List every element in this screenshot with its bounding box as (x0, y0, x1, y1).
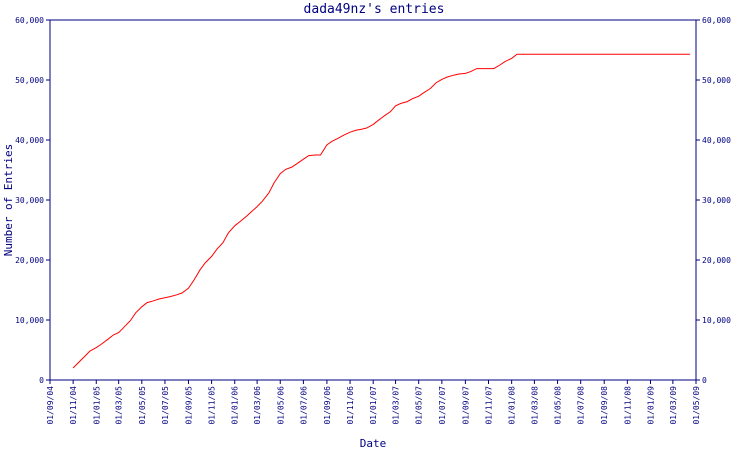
x-tick-label: 01/07/06 (299, 386, 308, 425)
x-tick-label: 01/01/07 (369, 386, 378, 425)
series-layer (72, 53, 690, 369)
x-tick-label: 01/03/06 (253, 386, 262, 425)
y-tick-label-right: 0 (702, 376, 707, 385)
x-tick-label: 01/11/07 (485, 386, 494, 425)
x-tick-label: 01/11/05 (208, 386, 217, 425)
y-tick-label-left: 60,000 (15, 16, 44, 25)
y-tick-label-left: 50,000 (15, 76, 44, 85)
x-tick-label: 01/11/04 (69, 386, 78, 425)
x-tick-label: 01/09/05 (184, 386, 193, 425)
x-tick-label: 01/11/08 (623, 386, 632, 425)
y-tick-label-left: 30,000 (15, 196, 44, 205)
x-tick-label: 01/09/08 (600, 386, 609, 425)
y-tick-label-right: 60,000 (702, 16, 731, 25)
y-tick-label-right: 10,000 (702, 316, 731, 325)
x-tick-label: 01/03/08 (530, 386, 539, 425)
y-tick-label-right: 40,000 (702, 136, 731, 145)
x-tick-label: 01/05/06 (276, 386, 285, 425)
x-tick-label: 01/09/04 (46, 386, 55, 425)
x-tick-label: 01/07/08 (577, 386, 586, 425)
x-tick-label: 01/05/05 (138, 386, 147, 425)
x-tick-label: 01/03/05 (115, 386, 124, 425)
x-tick-label: 01/01/05 (92, 386, 101, 425)
y-tick-label-left: 0 (39, 376, 44, 385)
x-tick-label: 01/09/07 (461, 386, 470, 425)
y-tick-label-right: 30,000 (702, 196, 731, 205)
x-tick-label: 01/01/09 (646, 386, 655, 425)
series-line (72, 53, 690, 369)
plot-frame (49, 19, 697, 381)
y-tick-label-right: 50,000 (702, 76, 731, 85)
y-axis-title: Number of Entries (2, 144, 15, 257)
x-tick-label: 01/01/06 (231, 386, 240, 425)
y-tick-label-left: 10,000 (15, 316, 44, 325)
x-tick-label: 01/07/07 (438, 386, 447, 425)
x-tick-label: 01/05/09 (692, 386, 701, 425)
x-tick-label: 01/03/07 (392, 386, 401, 425)
x-tick-label: 01/05/08 (554, 386, 563, 425)
y-tick-label-right: 20,000 (702, 256, 731, 265)
chart-title: dada49nz's entries (304, 2, 445, 17)
x-tick-label: 01/09/06 (323, 386, 332, 425)
x-axis-title: Date (360, 437, 387, 450)
x-tick-label: 01/11/06 (346, 386, 355, 425)
axes (46, 19, 700, 384)
x-tick-label: 01/07/05 (161, 386, 170, 425)
y-tick-label-left: 20,000 (15, 256, 44, 265)
x-tick-label: 01/01/08 (508, 386, 517, 425)
x-tick-label: 01/03/09 (669, 386, 678, 425)
x-tick-label: 01/05/07 (415, 386, 424, 425)
y-tick-label-left: 40,000 (15, 136, 44, 145)
tick-labels: 0 0 10,000 10,000 20,000 20,000 30,000 30,000 40… (15, 16, 731, 425)
